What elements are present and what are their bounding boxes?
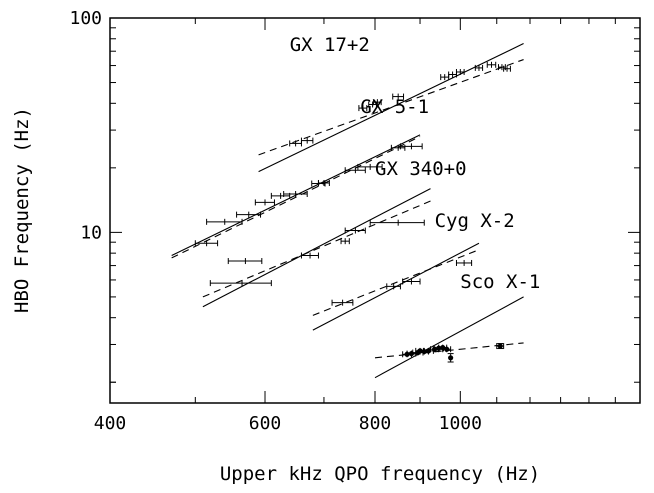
fit-dashed-cyg-x-2 xyxy=(312,249,480,316)
data-point-gx-340-0 xyxy=(227,258,263,265)
data-point-gx-17-2 xyxy=(486,61,497,68)
data-point-gx-340-0 xyxy=(344,227,366,234)
data-point-sco-x-1 xyxy=(442,346,452,353)
data-point-gx-17-2 xyxy=(373,99,382,106)
point-marker xyxy=(425,348,432,354)
fit-solid-sco-x-1 xyxy=(374,296,524,379)
data-point-gx-17-2 xyxy=(474,64,484,71)
point-marker xyxy=(444,346,450,352)
data-point-sco-x-1 xyxy=(496,343,505,350)
fit-lines xyxy=(171,43,524,379)
x-tick-label: 400 xyxy=(94,413,127,434)
data-point-cyg-x-2 xyxy=(331,299,354,306)
series-label-sco-x-1: Sco X-1 xyxy=(460,271,540,293)
y-tick-label: 100 xyxy=(69,8,102,29)
point-marker xyxy=(497,343,503,349)
data-point-cyg-x-2 xyxy=(455,259,473,266)
axis-ticks xyxy=(109,18,641,403)
series-label-gx-5-1: GX 5-1 xyxy=(360,96,429,118)
series-label-cyg-x-2: Cyg X-2 xyxy=(435,210,515,232)
data-point-gx-5-1 xyxy=(357,163,383,170)
data-point-sco-x-1 xyxy=(447,353,454,363)
data-point-gx-340-0 xyxy=(209,280,272,287)
data-point-gx-5-1 xyxy=(317,179,330,186)
x-tick-label: 600 xyxy=(249,413,282,434)
data-point-gx-5-1 xyxy=(399,143,423,150)
fit-dashed-gx-5-1 xyxy=(171,136,421,259)
x-tick-label: 800 xyxy=(359,413,392,434)
data-point-gx-17-2 xyxy=(440,74,450,81)
data-point-gx-340-0 xyxy=(300,252,319,259)
data-point-cyg-x-2 xyxy=(386,283,401,290)
data-point-cyg-x-2 xyxy=(402,278,421,285)
fit-solid-gx-340-0 xyxy=(202,188,431,308)
data-point-gx-5-1 xyxy=(390,144,406,151)
data-point-gx-17-2 xyxy=(497,64,506,71)
fit-solid-gx-17-2 xyxy=(258,43,524,173)
series-label-gx-17-2: GX 17+2 xyxy=(290,34,370,56)
data-point-gx-5-1 xyxy=(283,191,308,198)
data-point-gx-17-2 xyxy=(455,68,465,75)
data-point-gx-5-1 xyxy=(236,211,262,218)
data-point-gx-340-0 xyxy=(340,238,350,245)
fit-dashed-gx-17-2 xyxy=(258,59,524,156)
series-labels: GX 17+2 GX 5-1 GX 340+0 Cyg X-2 Sco X-1 xyxy=(290,34,541,293)
x-tick-label: 1000 xyxy=(439,413,482,434)
data-point-gx-5-1 xyxy=(344,167,366,174)
data-point-gx-5-1 xyxy=(206,218,243,225)
data-point-gx-17-2 xyxy=(358,105,368,112)
x-axis-label: Upper kHz QPO frequency (Hz) xyxy=(220,463,540,485)
point-marker xyxy=(408,350,415,357)
data-point-gx-340-0 xyxy=(369,219,425,226)
axis-tick-labels: 400 600 800 1000 10 100 xyxy=(69,8,482,434)
data-point-gx-17-2 xyxy=(392,93,405,100)
data-point-gx-17-2 xyxy=(300,137,314,144)
data-points xyxy=(194,61,511,363)
y-tick-label: 10 xyxy=(80,222,102,243)
data-point-gx-17-2 xyxy=(503,65,511,72)
point-marker xyxy=(448,355,454,361)
data-point-gx-5-1 xyxy=(254,199,275,206)
fit-dashed-gx-340-0 xyxy=(202,200,431,298)
plot-frame xyxy=(109,17,641,404)
series-label-gx-340-0: GX 340+0 xyxy=(375,158,467,180)
y-axis-label: HBO Frequency (Hz) xyxy=(11,107,33,313)
data-point-gx-17-2 xyxy=(289,140,302,147)
data-point-gx-5-1 xyxy=(194,240,219,247)
